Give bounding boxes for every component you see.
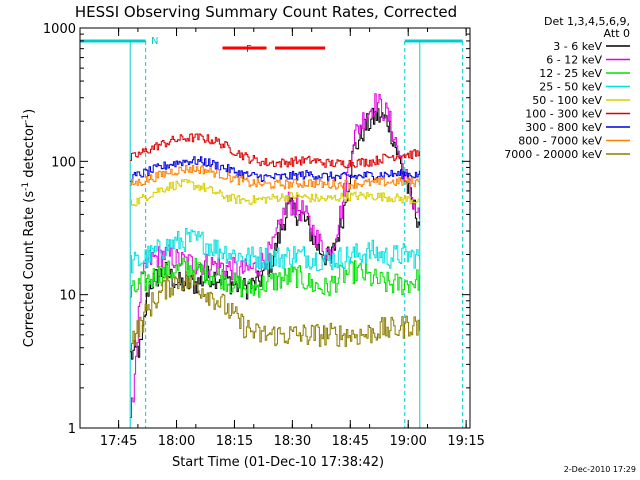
y-tick-label-2: 100 — [51, 155, 76, 170]
x-tick-label-5: 19:00 — [389, 434, 426, 449]
legend-label-1: 6 - 12 keV — [546, 54, 602, 67]
legend-label-0: 3 - 6 keV — [553, 40, 602, 53]
y-axis-label-sup1: -1 — [21, 182, 31, 191]
series-line-1 — [130, 93, 420, 418]
series-line-5 — [130, 133, 420, 169]
legend-label-3: 25 - 50 keV — [539, 81, 602, 94]
series-line-3 — [130, 228, 420, 274]
series-line-0 — [130, 107, 420, 360]
legend-header-line2: Att 0 — [604, 27, 630, 40]
plot-frame — [79, 27, 471, 429]
chart-title: HESSI Observing Summary Count Rates, Cor… — [75, 3, 457, 21]
legend-header-line1: Det 1,3,4,5,6,9, — [544, 15, 630, 28]
legend-label-2: 12 - 25 keV — [539, 67, 602, 80]
x-tick-label-2: 18:15 — [216, 434, 253, 449]
y-axis: 1 10 100 1000 — [43, 22, 470, 437]
x-axis: 17:45 18:00 18:15 18:30 18:45 19:00 19:15 — [79, 28, 485, 449]
y-tick-label-1: 10 — [59, 289, 76, 304]
legend-label-8: 7000 - 20000 keV — [504, 148, 602, 161]
y-axis-label-mid: detector — [22, 122, 37, 182]
x-tick-label-0: 17:45 — [100, 434, 137, 449]
legend-label-6: 300 - 800 keV — [525, 121, 602, 134]
series-line-6 — [130, 156, 420, 183]
flare-label: F — [246, 44, 252, 55]
x-tick-label-6: 19:15 — [447, 434, 484, 449]
legend-label-4: 50 - 100 keV — [532, 94, 602, 107]
y-tick-label-3: 1000 — [43, 22, 76, 37]
x-tick-label-4: 18:45 — [332, 434, 369, 449]
x-tick-label-1: 18:00 — [158, 434, 195, 449]
legend-label-5: 100 - 300 keV — [525, 108, 602, 121]
x-axis-label: Start Time (01-Dec-10 17:38:42) — [172, 455, 384, 470]
y-axis-label-main: Corrected Count Rate (s — [22, 191, 37, 348]
timestamp: 2-Dec-2010 17:29 — [564, 465, 636, 474]
x-tick-label-3: 18:30 — [274, 434, 311, 449]
night-label: N — [151, 36, 158, 47]
series-lines — [130, 93, 420, 418]
legend-label-7: 800 - 7000 keV — [518, 135, 602, 148]
y-axis-label-end: ) — [22, 109, 37, 114]
series-line-2 — [130, 257, 420, 298]
series-line-7 — [130, 164, 420, 190]
y-tick-label-0: 1 — [68, 422, 76, 437]
series-line-8 — [130, 271, 420, 351]
night-intervals — [80, 39, 464, 428]
y-axis-label-sup2: -1 — [21, 114, 31, 123]
y-axis-label: Corrected Count Rate (s-1 detector-1) — [21, 109, 37, 347]
series-line-4 — [130, 179, 420, 207]
